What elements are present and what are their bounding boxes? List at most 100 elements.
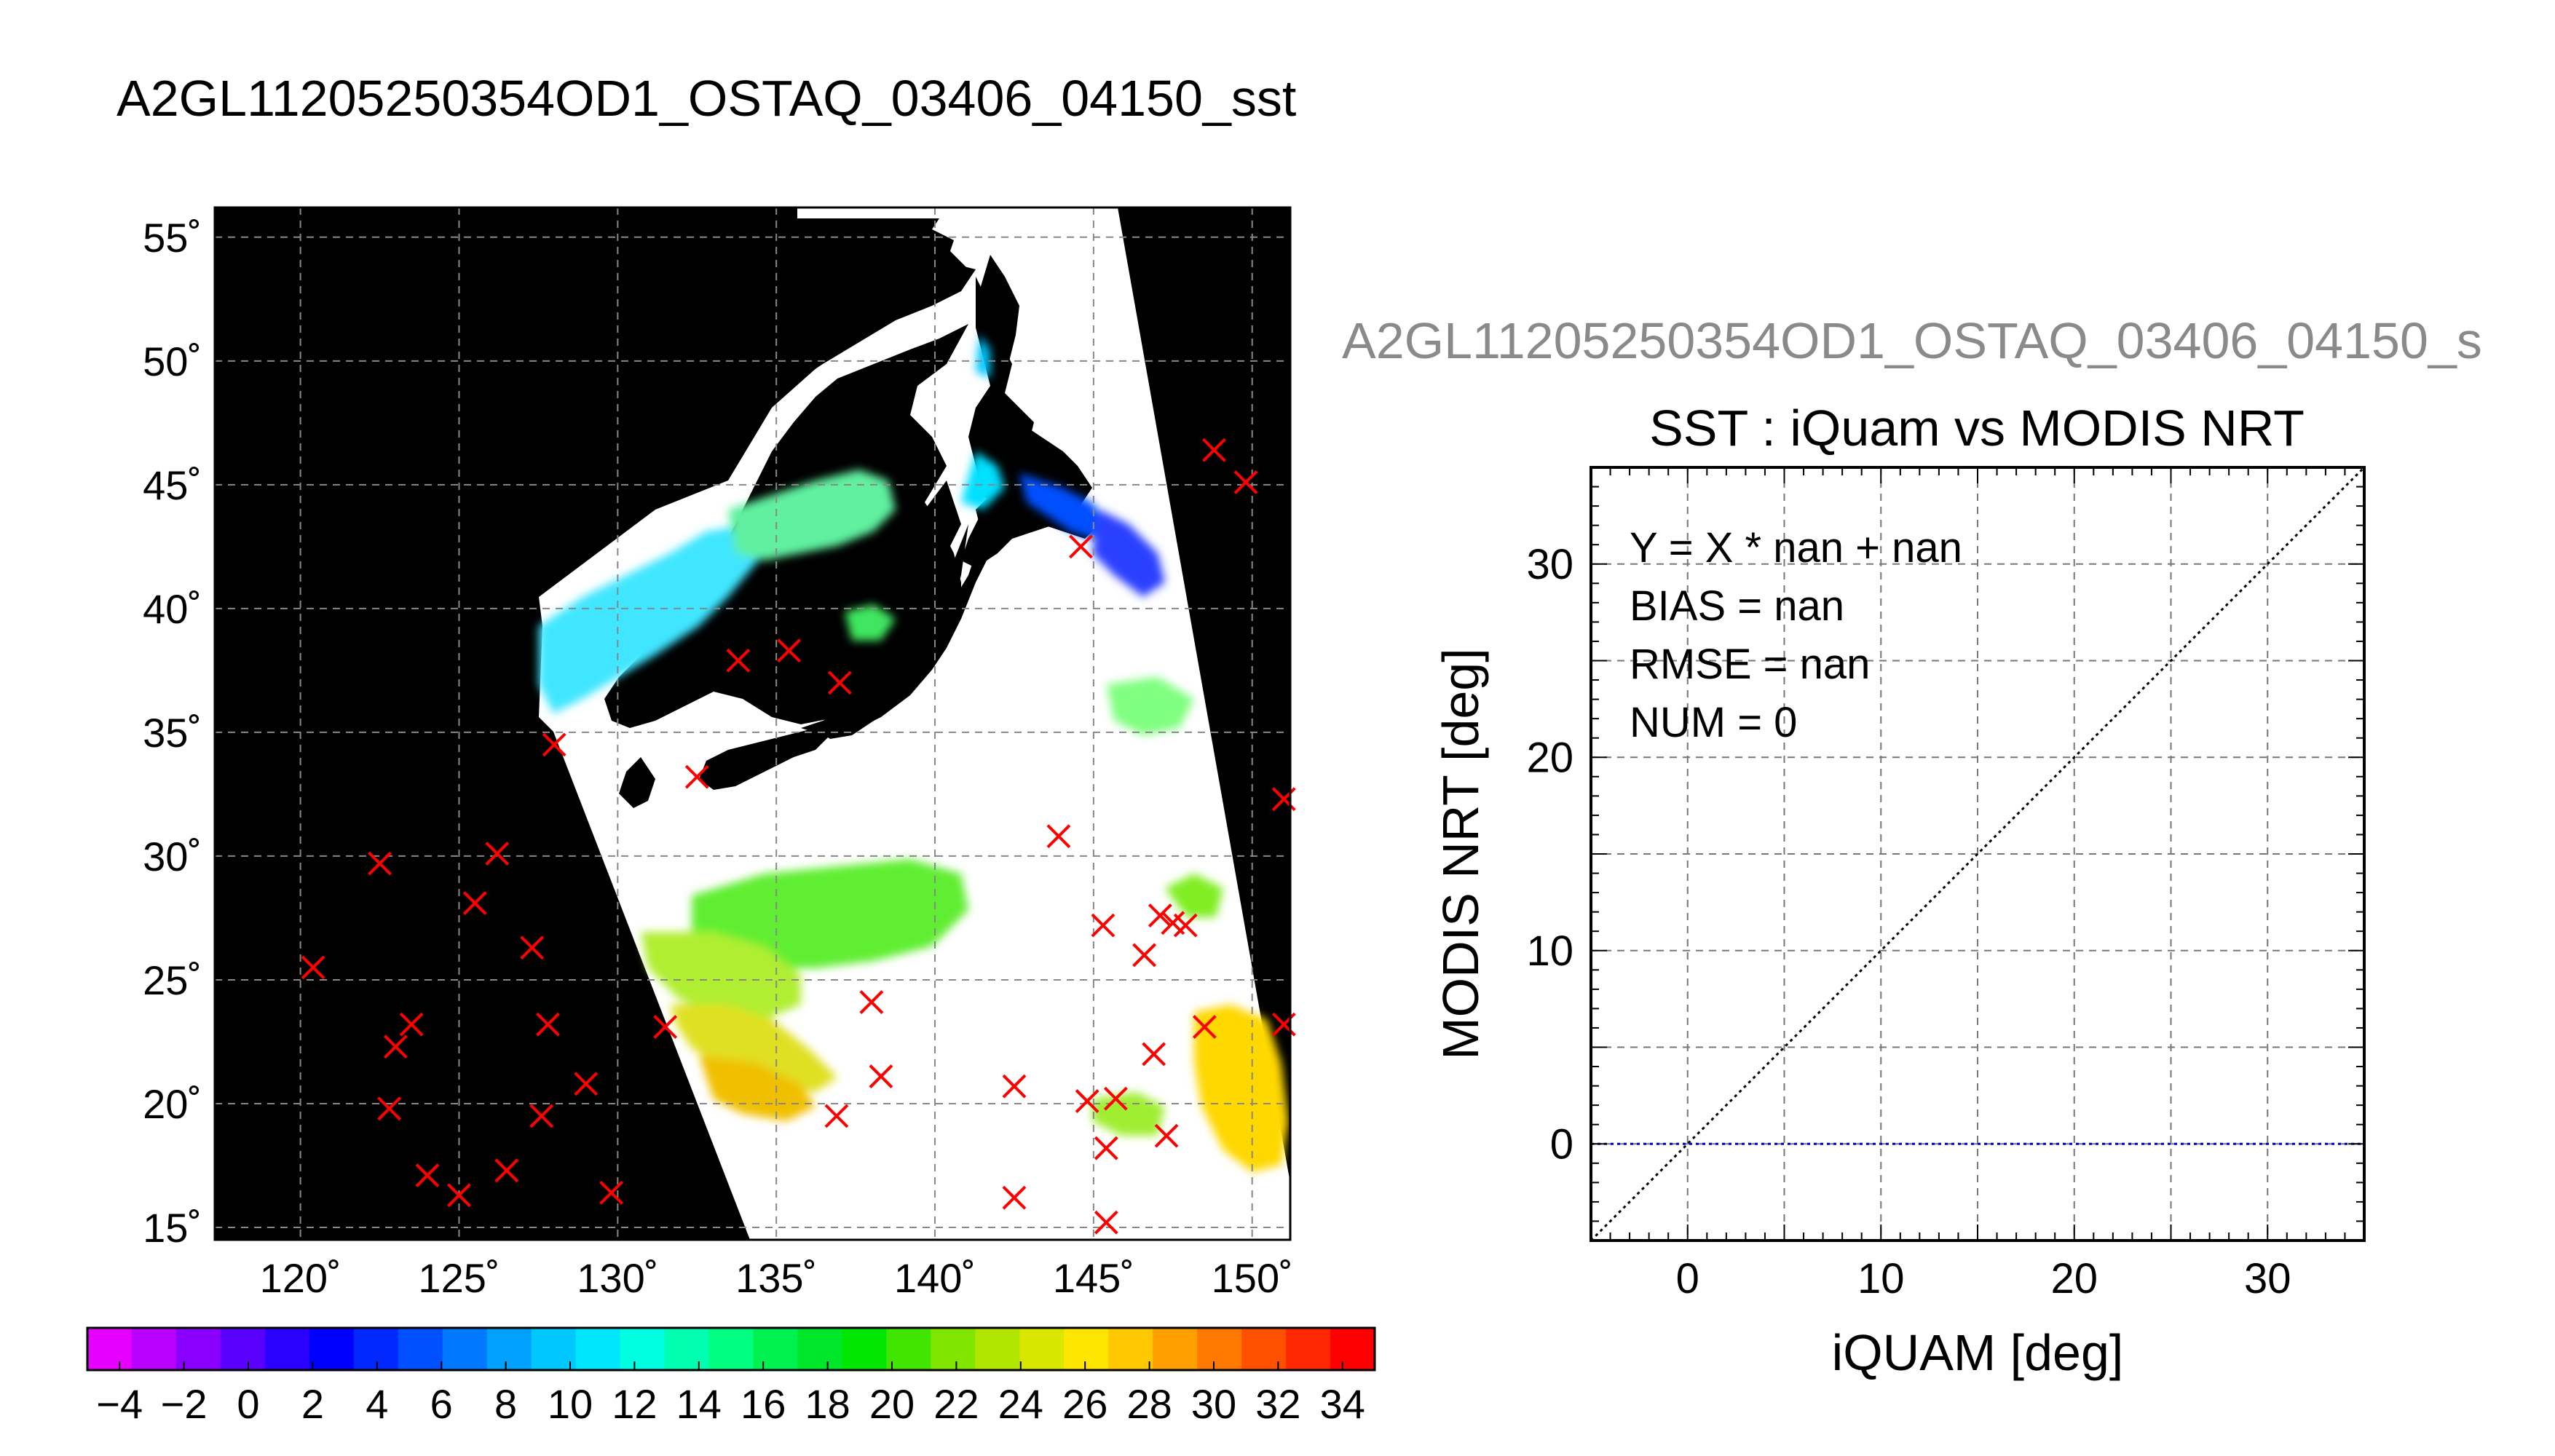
lat-tick-label: 45˚	[143, 462, 202, 508]
colorbar-cell	[975, 1328, 1021, 1370]
x-axis-label: iQUAM [deg]	[1832, 1324, 2124, 1381]
colorbar-tick-label: 4	[366, 1381, 388, 1427]
colorbar-cell	[442, 1328, 488, 1370]
iquam-marker	[1091, 913, 1115, 938]
colorbar-tick-label: −2	[161, 1381, 208, 1427]
iquam-marker	[383, 1034, 408, 1059]
map-tick-labels: 120˚ 125˚ 130˚ 135˚ 140˚ 145˚ 150˚ 55˚ 50˚ 45˚ 40˚…	[143, 215, 1293, 1301]
iquam-marker	[777, 638, 802, 663]
colorbar-cell	[131, 1328, 177, 1370]
lon-tick-label: 145˚	[1053, 1255, 1134, 1301]
iquam-marker	[1002, 1074, 1027, 1099]
lat-tick-label: 30˚	[143, 834, 202, 879]
colorbar-cell	[264, 1328, 310, 1370]
colorbar-tick-label: −4	[96, 1381, 143, 1427]
iquam-marker	[1173, 913, 1198, 938]
iquam-marker	[377, 1096, 402, 1121]
identity-line	[1590, 466, 2366, 1242]
colorbar-cell	[931, 1328, 976, 1370]
colorbar-cell	[1330, 1328, 1375, 1370]
colorbar-tick-label: 8	[494, 1381, 517, 1427]
colorbar-tick-label: 14	[676, 1381, 722, 1427]
colorbar-tick-label: 10	[548, 1381, 593, 1427]
iquam-marker	[1046, 824, 1071, 849]
colorbar-cells	[87, 1328, 1375, 1370]
colorbar-cell	[87, 1328, 133, 1370]
x-tick-label: 0	[1676, 1255, 1699, 1302]
colorbar-tick-label: 28	[1126, 1381, 1172, 1427]
scatter-plot: SST : iQuam vs MODIS NRT 0 10 20 300102030 …	[1432, 400, 2366, 1381]
colorbar-cell	[309, 1328, 355, 1370]
colorbar-cell	[175, 1328, 221, 1370]
colorbar-cell	[1064, 1328, 1110, 1370]
colorbar-cell	[1108, 1328, 1153, 1370]
iquam-marker	[827, 670, 852, 695]
colorbar-cell	[1197, 1328, 1242, 1370]
iquam-marker	[1094, 1136, 1118, 1160]
iquam-marker	[542, 732, 566, 757]
iquam-marker	[574, 1072, 599, 1096]
colorbar-cell	[531, 1328, 577, 1370]
stats-num: NUM = 0	[1630, 699, 1797, 746]
colorbar: −4 −2 0 2 4 6 8 10 12 14 16 18 20 22 24 26 28 30 32 34	[86, 1326, 1376, 1427]
colorbar-cell	[842, 1328, 888, 1370]
sst-map: 120˚ 125˚ 130˚ 135˚ 140˚ 145˚ 150˚ 55˚ 50˚ 45˚ 40˚…	[143, 206, 1296, 1301]
colorbar-cell	[886, 1328, 932, 1370]
iquam-marker	[1202, 438, 1226, 462]
scatter-stats: Y = X * nan + nan BIAS = nan RMSE = nan …	[1630, 524, 1962, 746]
iquam-marker	[599, 1180, 624, 1205]
y-tick-label: 10	[1526, 927, 1573, 975]
iquam-marker	[520, 935, 545, 960]
iquam-marker	[1132, 943, 1156, 968]
iquam-marker	[529, 1104, 554, 1128]
iquam-marker	[1192, 1015, 1217, 1039]
colorbar-cell	[353, 1328, 399, 1370]
y-tick-label: 0	[1550, 1120, 1573, 1168]
lon-tick-label: 120˚	[260, 1255, 341, 1301]
iquam-marker	[494, 1158, 519, 1183]
iquam-marker	[301, 955, 325, 980]
colorbar-cell	[753, 1328, 799, 1370]
lat-tick-label: 15˚	[143, 1205, 202, 1251]
iquam-marker	[1154, 1123, 1179, 1148]
lon-tick-label: 130˚	[577, 1255, 658, 1301]
lon-tick-label: 150˚	[1212, 1255, 1293, 1301]
iquam-marker	[869, 1064, 893, 1088]
colorbar-tick-label: 2	[301, 1381, 324, 1427]
iquam-marker	[1094, 1210, 1118, 1235]
iquam-marker	[485, 842, 510, 866]
lat-tick-label: 20˚	[143, 1081, 202, 1127]
colorbar-cell	[486, 1328, 532, 1370]
lat-tick-label: 35˚	[143, 710, 202, 756]
scatter-file-title: A2GL11205250354OD1_OSTAQ_03406_04150_s	[1342, 312, 2482, 369]
colorbar-tick-label: 12	[612, 1381, 657, 1427]
colorbar-cell	[575, 1328, 621, 1370]
lat-tick-label: 25˚	[143, 957, 202, 1003]
colorbar-tick-label: 32	[1255, 1381, 1300, 1427]
colorbar-cell	[1286, 1328, 1331, 1370]
colorbar-cell	[797, 1328, 843, 1370]
sst-patches	[539, 335, 1289, 1172]
iquam-marker	[684, 764, 709, 789]
colorbar-cell	[1153, 1328, 1198, 1370]
lat-tick-label: 40˚	[143, 586, 202, 632]
colorbar-cell	[664, 1328, 710, 1370]
iquam-marker	[1233, 470, 1258, 494]
colorbar-tick-label: 24	[998, 1381, 1043, 1427]
iquam-marker	[447, 1183, 471, 1208]
stats-bias: BIAS = nan	[1630, 582, 1844, 630]
iquam-marker	[1075, 1089, 1099, 1113]
colorbar-tick-label: 20	[869, 1381, 915, 1427]
iquam-marker	[462, 891, 487, 915]
colorbar-tick-label: 22	[933, 1381, 979, 1427]
x-tick-label: 10	[1857, 1255, 1905, 1302]
colorbar-cell	[1019, 1328, 1065, 1370]
page-title: A2GL11205250354OD1_OSTAQ_03406_04150_sst	[117, 70, 1297, 127]
colorbar-tick-label: 26	[1062, 1381, 1107, 1427]
iquam-marker	[859, 990, 884, 1014]
iquam-marker	[368, 851, 392, 876]
iquam-marker	[1142, 1042, 1166, 1067]
colorbar-frame	[86, 1326, 1376, 1372]
lat-tick-label: 50˚	[143, 339, 202, 384]
